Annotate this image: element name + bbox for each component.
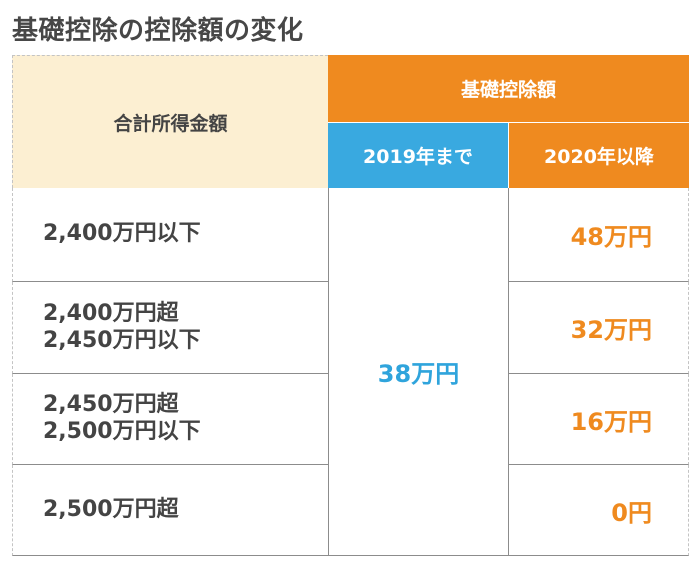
value-2020-row-4: 0円 bbox=[508, 465, 689, 556]
income-header: 合計所得金額 bbox=[12, 55, 328, 188]
income-row-1: 2,400万円以下 bbox=[12, 188, 328, 282]
income-row-4-line-1: 2,500万円超 bbox=[43, 496, 179, 522]
deduction-group-header: 基礎控除額 bbox=[328, 55, 689, 123]
income-row-1-line-1: 2,400万円以下 bbox=[43, 221, 201, 247]
income-row-3: 2,450万円超 2,500万円以下 bbox=[12, 374, 328, 465]
income-row-2-line-1: 2,400万円超 bbox=[43, 300, 179, 326]
income-row-2: 2,400万円超 2,450万円以下 bbox=[12, 282, 328, 374]
value-2020-row-3: 16万円 bbox=[508, 374, 689, 465]
income-row-3-line-2: 2,500万円以下 bbox=[43, 419, 201, 444]
value-2019-merged: 38万円 bbox=[328, 188, 508, 556]
value-2020-row-1: 48万円 bbox=[508, 188, 689, 282]
column-header-2019: 2019年まで bbox=[328, 123, 508, 188]
value-2020-row-2: 32万円 bbox=[508, 282, 689, 374]
income-row-4: 2,500万円超 bbox=[12, 465, 328, 556]
column-header-2020: 2020年以降 bbox=[508, 123, 689, 188]
page-title: 基礎控除の控除額の変化 bbox=[12, 16, 304, 46]
income-row-3-line-1: 2,450万円超 bbox=[43, 392, 179, 418]
income-row-2-line-2: 2,450万円以下 bbox=[43, 327, 201, 353]
deduction-table: 合計所得金額 基礎控除額 2019年まで 2020年以降 2,400万円以下 2… bbox=[12, 55, 689, 556]
